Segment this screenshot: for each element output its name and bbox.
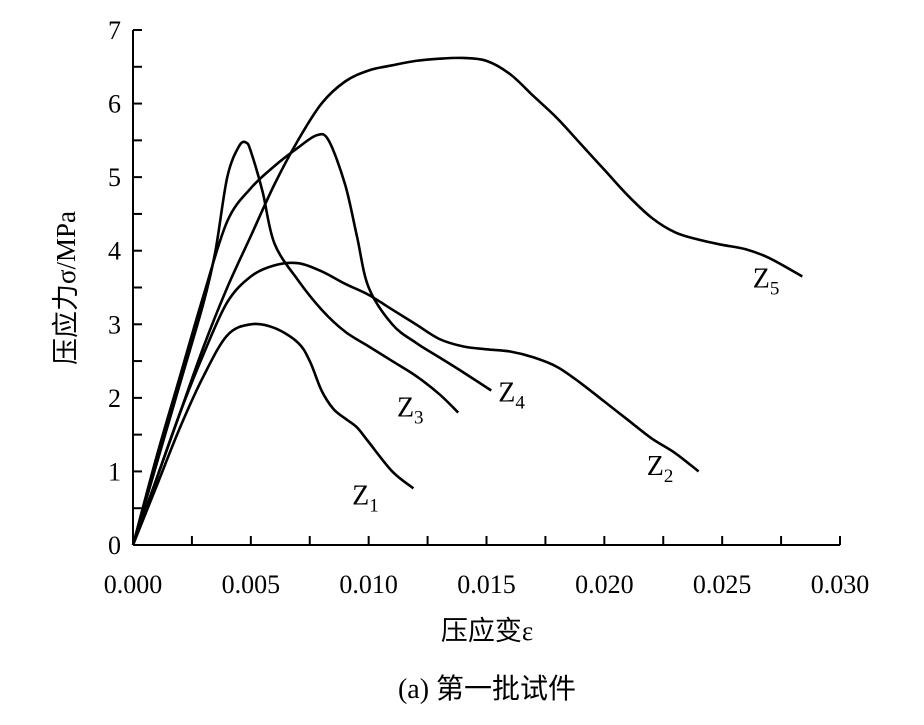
x-tick-label: 0.005 bbox=[222, 570, 281, 599]
y-axis-label: 压应力σ/MPa bbox=[51, 211, 81, 365]
y-tick-label: 0 bbox=[108, 531, 121, 560]
series-labels: Z1 Z2 Z3 Z4 Z5 bbox=[352, 264, 779, 517]
x-tick-label: 0.015 bbox=[457, 570, 516, 599]
curves bbox=[131, 56, 803, 546]
curve-z3 bbox=[131, 140, 460, 546]
y-tick-label: 2 bbox=[108, 384, 121, 413]
y-tick-label: 1 bbox=[108, 457, 121, 486]
series-label-subscript: 4 bbox=[515, 393, 525, 414]
y-tick-label: 7 bbox=[108, 16, 121, 45]
series-label-z2: Z2 bbox=[647, 451, 674, 487]
curve-z2 bbox=[131, 261, 700, 546]
y-tick-label: 5 bbox=[108, 163, 121, 192]
x-tick-label: 0.010 bbox=[339, 570, 398, 599]
x-tick-label: 0.030 bbox=[811, 570, 870, 599]
y-tick-label: 6 bbox=[108, 90, 121, 119]
x-tick-label: 0.020 bbox=[575, 570, 634, 599]
x-axis-label: 压应变ε bbox=[441, 616, 533, 646]
curve-z1 bbox=[131, 322, 415, 546]
series-label-subscript: 5 bbox=[770, 279, 780, 300]
curve-z5 bbox=[131, 56, 803, 546]
series-label-z5: Z5 bbox=[753, 264, 780, 300]
axes: 0.000 0.005 0.010 0.015 0.020 0.025 0.030 0 1 2 3 4… bbox=[104, 16, 870, 599]
x-tick-label: 0.025 bbox=[693, 570, 752, 599]
series-label-subscript: 2 bbox=[664, 466, 674, 487]
curve-z4 bbox=[131, 132, 492, 546]
y-tick-label: 4 bbox=[108, 237, 121, 266]
series-label-z1: Z1 bbox=[352, 481, 379, 517]
series-label-subscript: 1 bbox=[369, 496, 379, 517]
series-label-z4: Z4 bbox=[498, 378, 525, 414]
chart-title: (a) 第一批试件 bbox=[398, 673, 576, 705]
series-label-z3: Z3 bbox=[397, 392, 424, 428]
x-tick-label: 0.000 bbox=[104, 570, 163, 599]
y-tick-label: 3 bbox=[108, 310, 121, 339]
series-label-subscript: 3 bbox=[414, 407, 424, 428]
